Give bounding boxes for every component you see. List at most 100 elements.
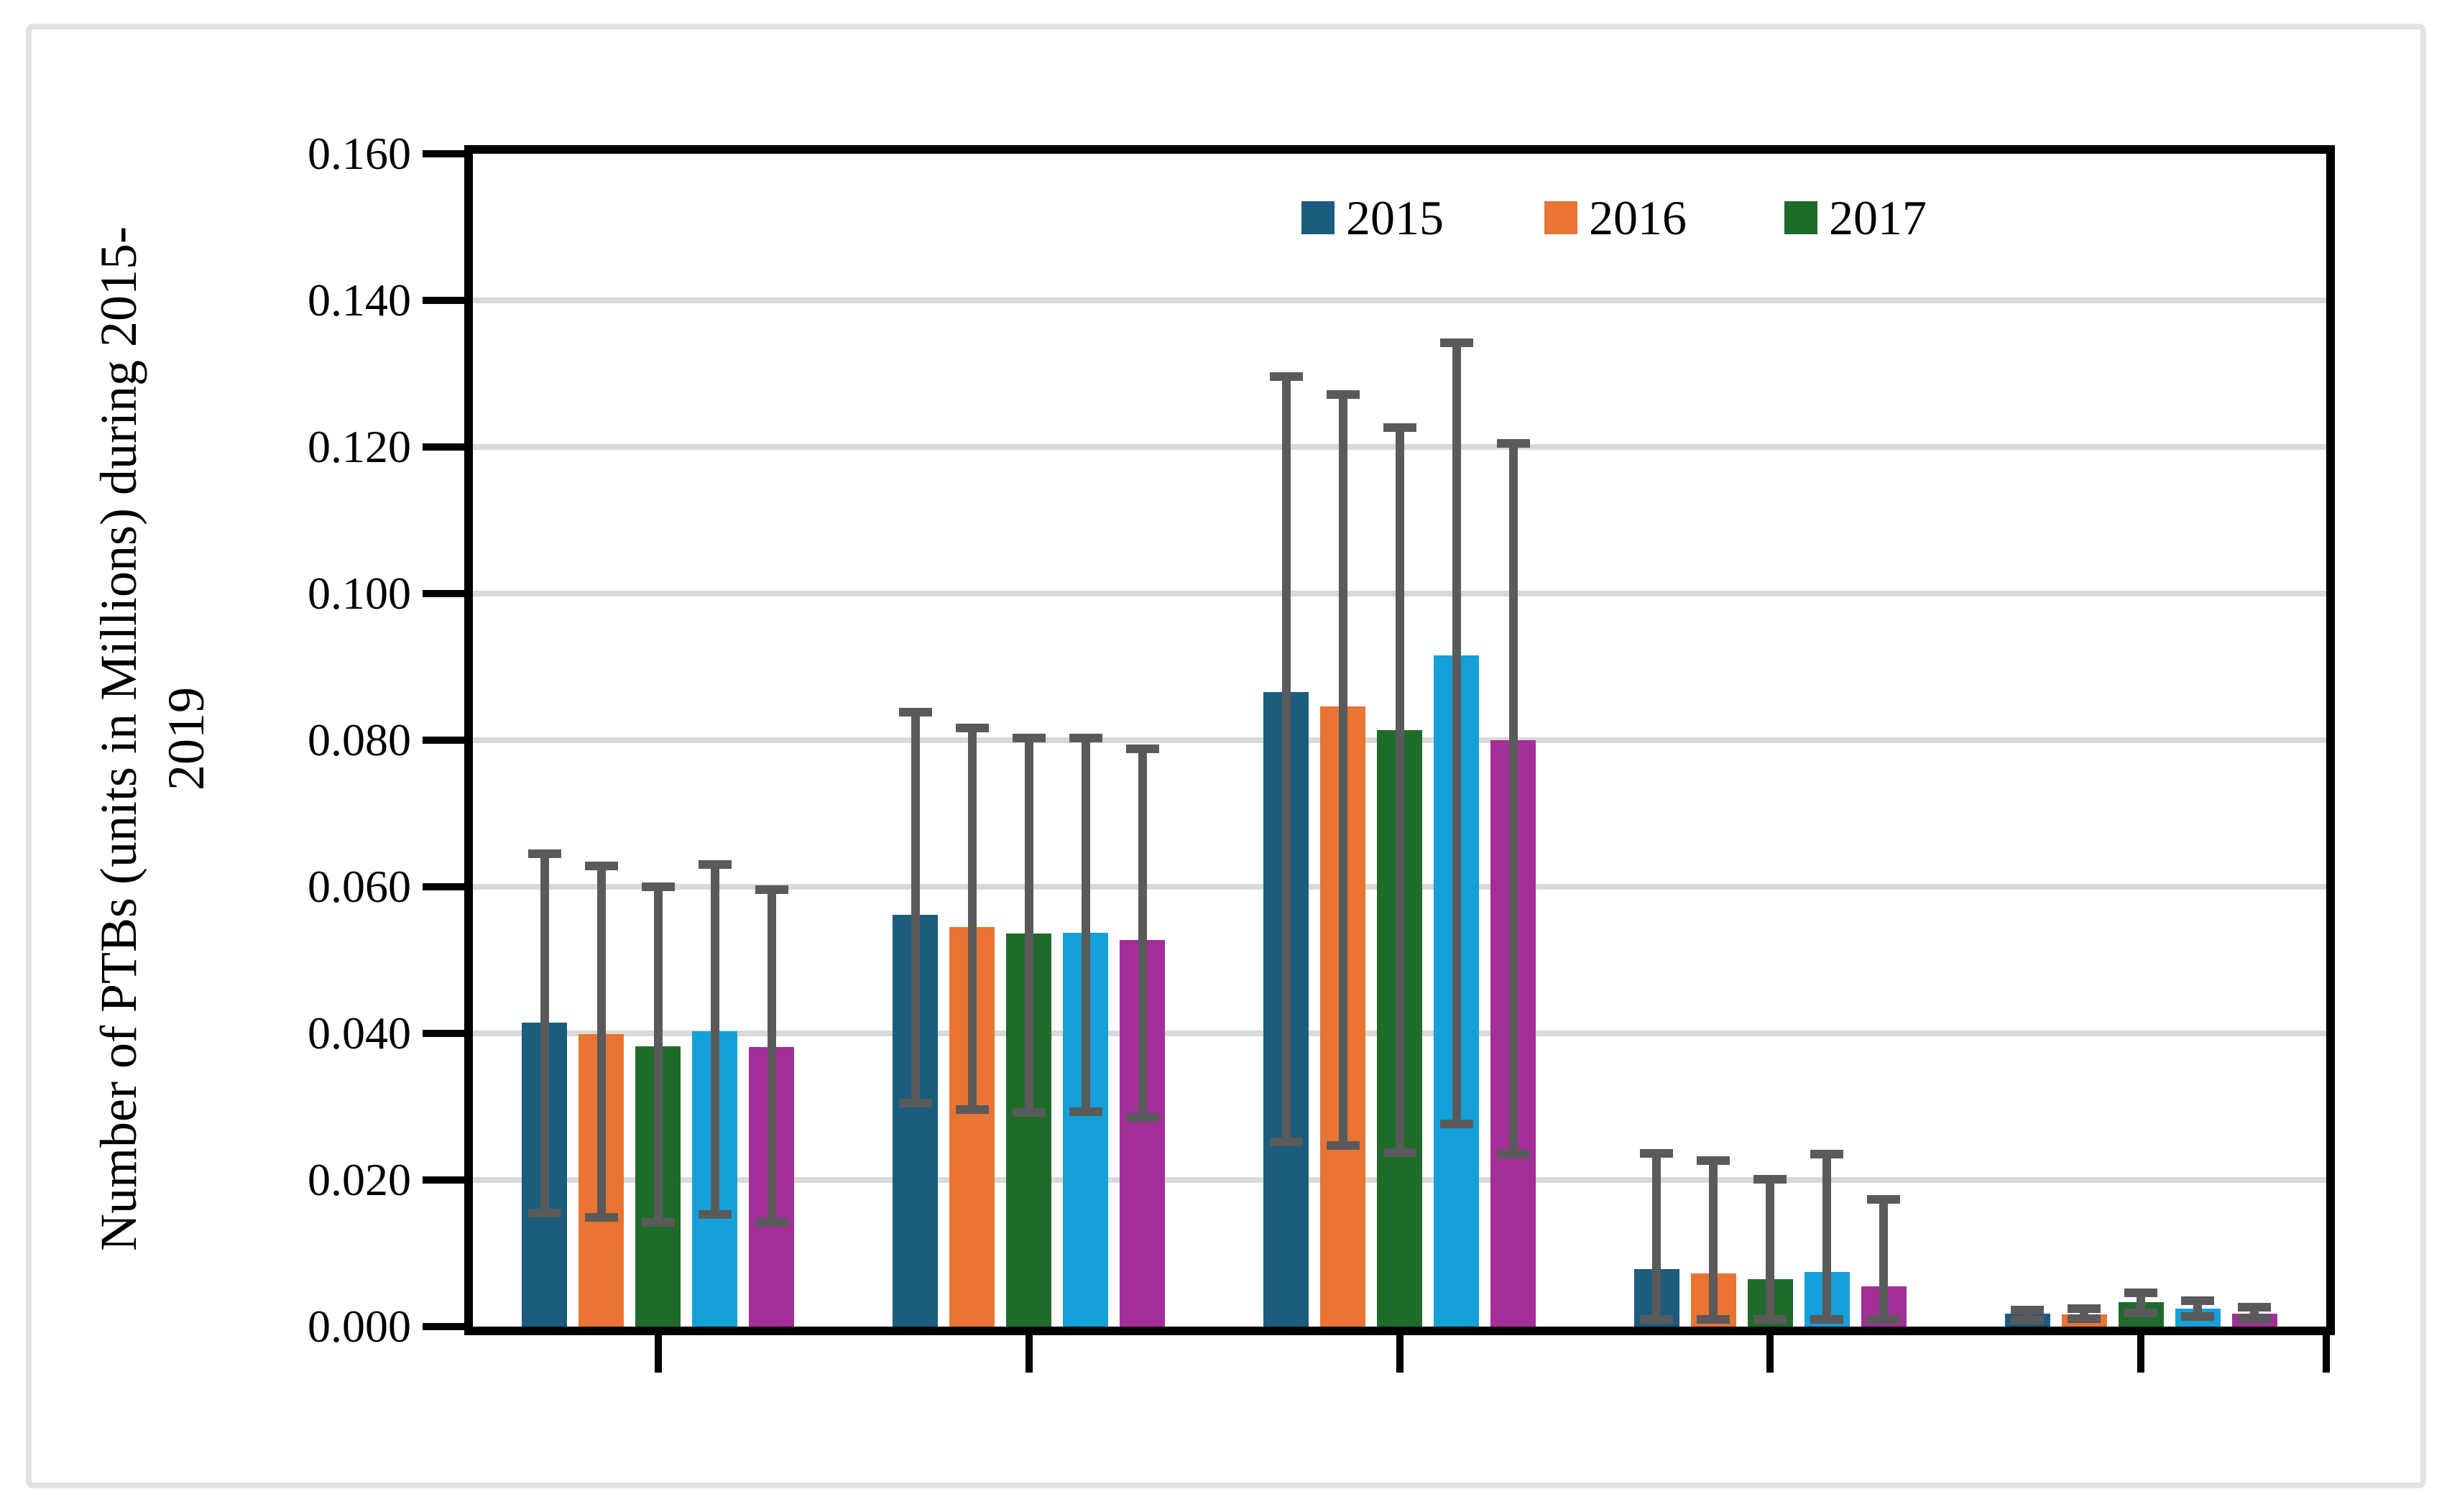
error-bar-cap-bottom [527, 1208, 561, 1217]
error-bar-line [710, 865, 719, 1214]
error-bar-cap-bottom [1383, 1148, 1416, 1158]
x-axis-tick [1766, 1335, 1774, 1373]
error-bar-cap-bottom [641, 1218, 675, 1227]
y-tick-label: 0.000 [308, 1301, 411, 1352]
error-bar-cap-bottom [955, 1105, 989, 1115]
error-bar-cap-bottom [2011, 1315, 2045, 1324]
error-bar-cap-bottom [1753, 1314, 1787, 1324]
error-bar-line [1081, 737, 1090, 1112]
y-tick-label: 0.080 [308, 714, 411, 765]
legend-swatch [1544, 201, 1577, 234]
error-bar-cap-bottom [1439, 1120, 1473, 1129]
error-bar-cap-top [1753, 1174, 1787, 1184]
error-bar-cap-top [2068, 1304, 2101, 1313]
y-axis-tick [423, 590, 464, 597]
error-bar-cap-top [641, 882, 675, 891]
error-bar-cap-bottom [1012, 1108, 1046, 1117]
y-axis-title-line1: Number of PTBs (units in Millions) durin… [90, 226, 147, 1251]
error-bar-cap-top [1496, 438, 1530, 448]
y-tick-label: 0.040 [308, 1008, 411, 1059]
error-bar-cap-top [755, 885, 788, 895]
error-bar-cap-bottom [1496, 1150, 1530, 1159]
error-bar-line [1822, 1154, 1832, 1319]
error-bar-line [1395, 428, 1404, 1153]
y-axis-tick [423, 737, 464, 744]
legend-swatch [1784, 201, 1817, 234]
error-bar-line [1879, 1199, 1889, 1319]
legend-label: 2017 [1829, 190, 1927, 245]
error-bar-cap-top [1810, 1150, 1844, 1159]
error-bar-line [1508, 443, 1518, 1155]
y-axis-tick [423, 1323, 464, 1330]
error-bar-line [967, 727, 977, 1110]
error-bar-cap-bottom [2068, 1314, 2101, 1323]
error-bar-line [653, 887, 663, 1223]
error-bar-cap-bottom [1326, 1141, 1360, 1151]
error-bar-line [1338, 394, 1347, 1146]
error-bar-cap-top [698, 860, 732, 870]
error-bar-line [911, 712, 920, 1103]
y-axis-tick [423, 883, 464, 890]
error-bar-cap-bottom [898, 1098, 932, 1107]
error-bar-cap-bottom [2124, 1308, 2158, 1317]
error-bar-cap-top [1867, 1194, 1901, 1204]
error-bar-line [1766, 1179, 1775, 1319]
error-bar-cap-bottom [1867, 1314, 1901, 1324]
error-bar-cap-bottom [584, 1213, 618, 1222]
y-gridline [473, 298, 2326, 303]
error-bar-cap-bottom [1697, 1314, 1730, 1324]
x-axis-tick [1025, 1335, 1033, 1373]
y-axis-tick [423, 150, 464, 157]
error-bar-cap-top [2238, 1303, 2272, 1312]
error-bar-line [767, 890, 776, 1223]
y-tick-label: 0.120 [308, 421, 411, 472]
y-tick-label: 0.020 [308, 1154, 411, 1205]
error-bar-cap-top [1125, 745, 1159, 754]
error-bar-cap-top [1439, 338, 1473, 348]
y-axis-tick [423, 443, 464, 451]
x-axis-tick [1396, 1335, 1404, 1373]
legend-item-2016: 2016 [1544, 193, 1687, 243]
x-axis-tick [654, 1335, 662, 1373]
y-axis-tick [423, 1030, 464, 1037]
x-axis-tick [2137, 1335, 2145, 1373]
error-bar-cap-bottom [2238, 1314, 2272, 1323]
error-bar-line [540, 854, 549, 1213]
y-axis-tick [423, 297, 464, 304]
error-bar-cap-bottom [1810, 1314, 1844, 1324]
error-bar-cap-top [1383, 423, 1416, 433]
error-bar-line [1709, 1161, 1718, 1319]
error-bar-cap-top [1069, 733, 1102, 742]
error-bar-cap-bottom [698, 1209, 732, 1219]
error-bar-cap-top [1697, 1156, 1730, 1166]
y-tick-label: 0.100 [308, 568, 411, 619]
error-bar-cap-top [1326, 389, 1360, 399]
error-bar-line [1281, 377, 1291, 1142]
error-bar-cap-bottom [1069, 1107, 1102, 1117]
y-tick-label: 0.060 [308, 861, 411, 912]
error-bar-cap-top [1640, 1149, 1674, 1158]
error-bar-line [1024, 737, 1033, 1113]
error-bar-line [1452, 343, 1461, 1125]
error-bar-cap-bottom [2181, 1312, 2215, 1321]
error-bar-cap-bottom [1269, 1137, 1303, 1146]
error-bar-cap-top [584, 862, 618, 871]
error-bar-line [1652, 1153, 1661, 1319]
error-bar-line [596, 866, 606, 1218]
error-bar-cap-top [1269, 372, 1303, 382]
y-axis-tick [423, 1176, 464, 1184]
error-bar-cap-top [1012, 733, 1046, 742]
error-bar-line [2137, 1293, 2146, 1313]
y-tick-label: 0.140 [308, 275, 411, 326]
legend-swatch [1301, 201, 1335, 234]
error-bar-cap-top [2124, 1289, 2158, 1298]
error-bar-cap-top [898, 708, 932, 717]
error-bar-cap-bottom [1640, 1314, 1674, 1324]
error-bar-cap-bottom [755, 1218, 788, 1227]
error-bar-line [1138, 749, 1147, 1118]
error-bar-cap-top [955, 723, 989, 732]
x-axis-corner-tick [2323, 1335, 2330, 1373]
error-bar-cap-top [527, 849, 561, 859]
legend-item-2015: 2015 [1301, 193, 1444, 243]
